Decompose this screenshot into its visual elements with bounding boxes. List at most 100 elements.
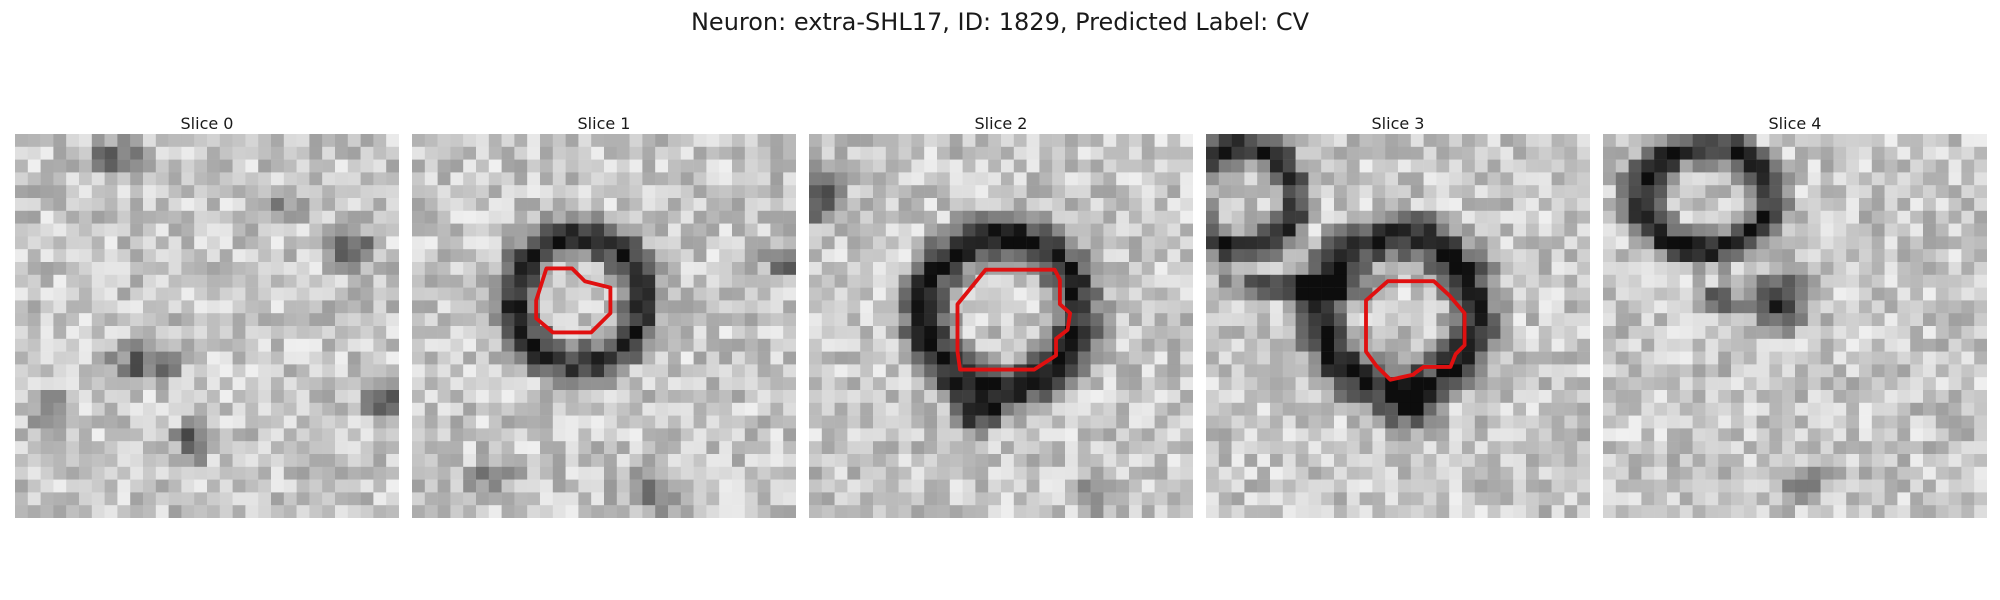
- image-pixel: [1449, 441, 1463, 455]
- image-pixel: [898, 428, 912, 442]
- image-pixel: [130, 428, 144, 442]
- image-pixel: [27, 274, 41, 288]
- image-pixel: [1167, 262, 1181, 276]
- image-pixel: [1859, 287, 1873, 301]
- image-pixel: [565, 159, 579, 173]
- image-pixel: [386, 402, 399, 416]
- image-pixel: [1577, 377, 1590, 391]
- image-pixel: [1141, 159, 1155, 173]
- image-pixel: [642, 454, 656, 468]
- image-pixel: [79, 428, 93, 442]
- image-pixel: [386, 134, 399, 148]
- image-pixel: [1167, 428, 1181, 442]
- image-pixel: [706, 262, 720, 276]
- image-pixel: [770, 210, 784, 224]
- image-pixel: [527, 326, 541, 340]
- image-pixel: [1218, 236, 1232, 250]
- image-pixel: [988, 377, 1002, 391]
- image-pixel: [1679, 185, 1693, 199]
- image-pixel: [1449, 172, 1463, 186]
- image-pixel: [309, 210, 323, 224]
- image-pixel: [207, 492, 221, 506]
- image-pixel: [1487, 390, 1501, 404]
- image-pixel: [514, 313, 528, 327]
- image-pixel: [1308, 326, 1322, 340]
- image-pixel: [770, 249, 784, 263]
- image-pixel: [1257, 159, 1271, 173]
- image-pixel: [66, 287, 80, 301]
- image-pixel: [1615, 505, 1629, 518]
- image-pixel: [1692, 364, 1706, 378]
- image-pixel: [1897, 326, 1911, 340]
- image-pixel: [232, 236, 246, 250]
- image-pixel: [1013, 351, 1027, 365]
- image-pixel: [732, 223, 746, 237]
- image-pixel: [1449, 146, 1463, 160]
- image-pixel: [437, 134, 451, 148]
- image-pixel: [680, 415, 694, 429]
- image-pixel: [1206, 313, 1220, 327]
- image-pixel: [770, 274, 784, 288]
- image-pixel: [1474, 249, 1488, 263]
- image-pixel: [1961, 223, 1975, 237]
- image-pixel: [1052, 402, 1066, 416]
- image-pixel: [1167, 377, 1181, 391]
- image-pixel: [1410, 172, 1424, 186]
- image-pixel: [680, 159, 694, 173]
- image-pixel: [1820, 428, 1834, 442]
- image-pixel: [1295, 454, 1309, 468]
- image-pixel: [1295, 505, 1309, 518]
- image-pixel: [1103, 441, 1117, 455]
- image-pixel: [1449, 466, 1463, 480]
- image-pixel: [1218, 428, 1232, 442]
- image-pixel: [1833, 198, 1847, 212]
- image-pixel: [1129, 236, 1143, 250]
- image-pixel: [1487, 134, 1501, 148]
- image-pixel: [386, 274, 399, 288]
- image-pixel: [347, 146, 361, 160]
- image-pixel: [258, 300, 272, 314]
- image-pixel: [680, 249, 694, 263]
- image-pixel: [1500, 390, 1514, 404]
- image-pixel: [53, 146, 67, 160]
- image-pixel: [1538, 198, 1552, 212]
- image-pixel: [1013, 313, 1027, 327]
- image-pixel: [578, 198, 592, 212]
- image-pixel: [1615, 300, 1629, 314]
- image-pixel: [296, 351, 310, 365]
- image-pixel: [1065, 198, 1079, 212]
- image-pixel: [1398, 236, 1412, 250]
- image-pixel: [1244, 262, 1258, 276]
- image-pixel: [988, 390, 1002, 404]
- image-pixel: [296, 185, 310, 199]
- image-pixel: [975, 159, 989, 173]
- image-pixel: [207, 185, 221, 199]
- image-pixel: [40, 262, 54, 276]
- image-pixel: [283, 134, 297, 148]
- image-pixel: [757, 441, 771, 455]
- image-pixel: [1385, 185, 1399, 199]
- image-pixel: [1116, 338, 1130, 352]
- image-pixel: [1398, 249, 1412, 263]
- image-pixel: [1526, 377, 1540, 391]
- image-pixel: [834, 134, 848, 148]
- image-pixel: [91, 454, 105, 468]
- image-pixel: [821, 364, 835, 378]
- image-pixel: [1398, 146, 1412, 160]
- image-pixel: [1372, 236, 1386, 250]
- image-pixel: [1564, 287, 1578, 301]
- image-pixel: [1500, 287, 1514, 301]
- image-pixel: [1961, 249, 1975, 263]
- image-pixel: [155, 454, 169, 468]
- image-pixel: [693, 172, 707, 186]
- image-pixel: [27, 159, 41, 173]
- image-pixel: [1218, 454, 1232, 468]
- image-pixel: [1334, 505, 1348, 518]
- image-pixel: [1654, 185, 1668, 199]
- image-pixel: [540, 390, 554, 404]
- image-pixel: [1385, 210, 1399, 224]
- image-pixel: [40, 390, 54, 404]
- image-pixel: [104, 402, 118, 416]
- image-pixel: [847, 415, 861, 429]
- image-pixel: [873, 466, 887, 480]
